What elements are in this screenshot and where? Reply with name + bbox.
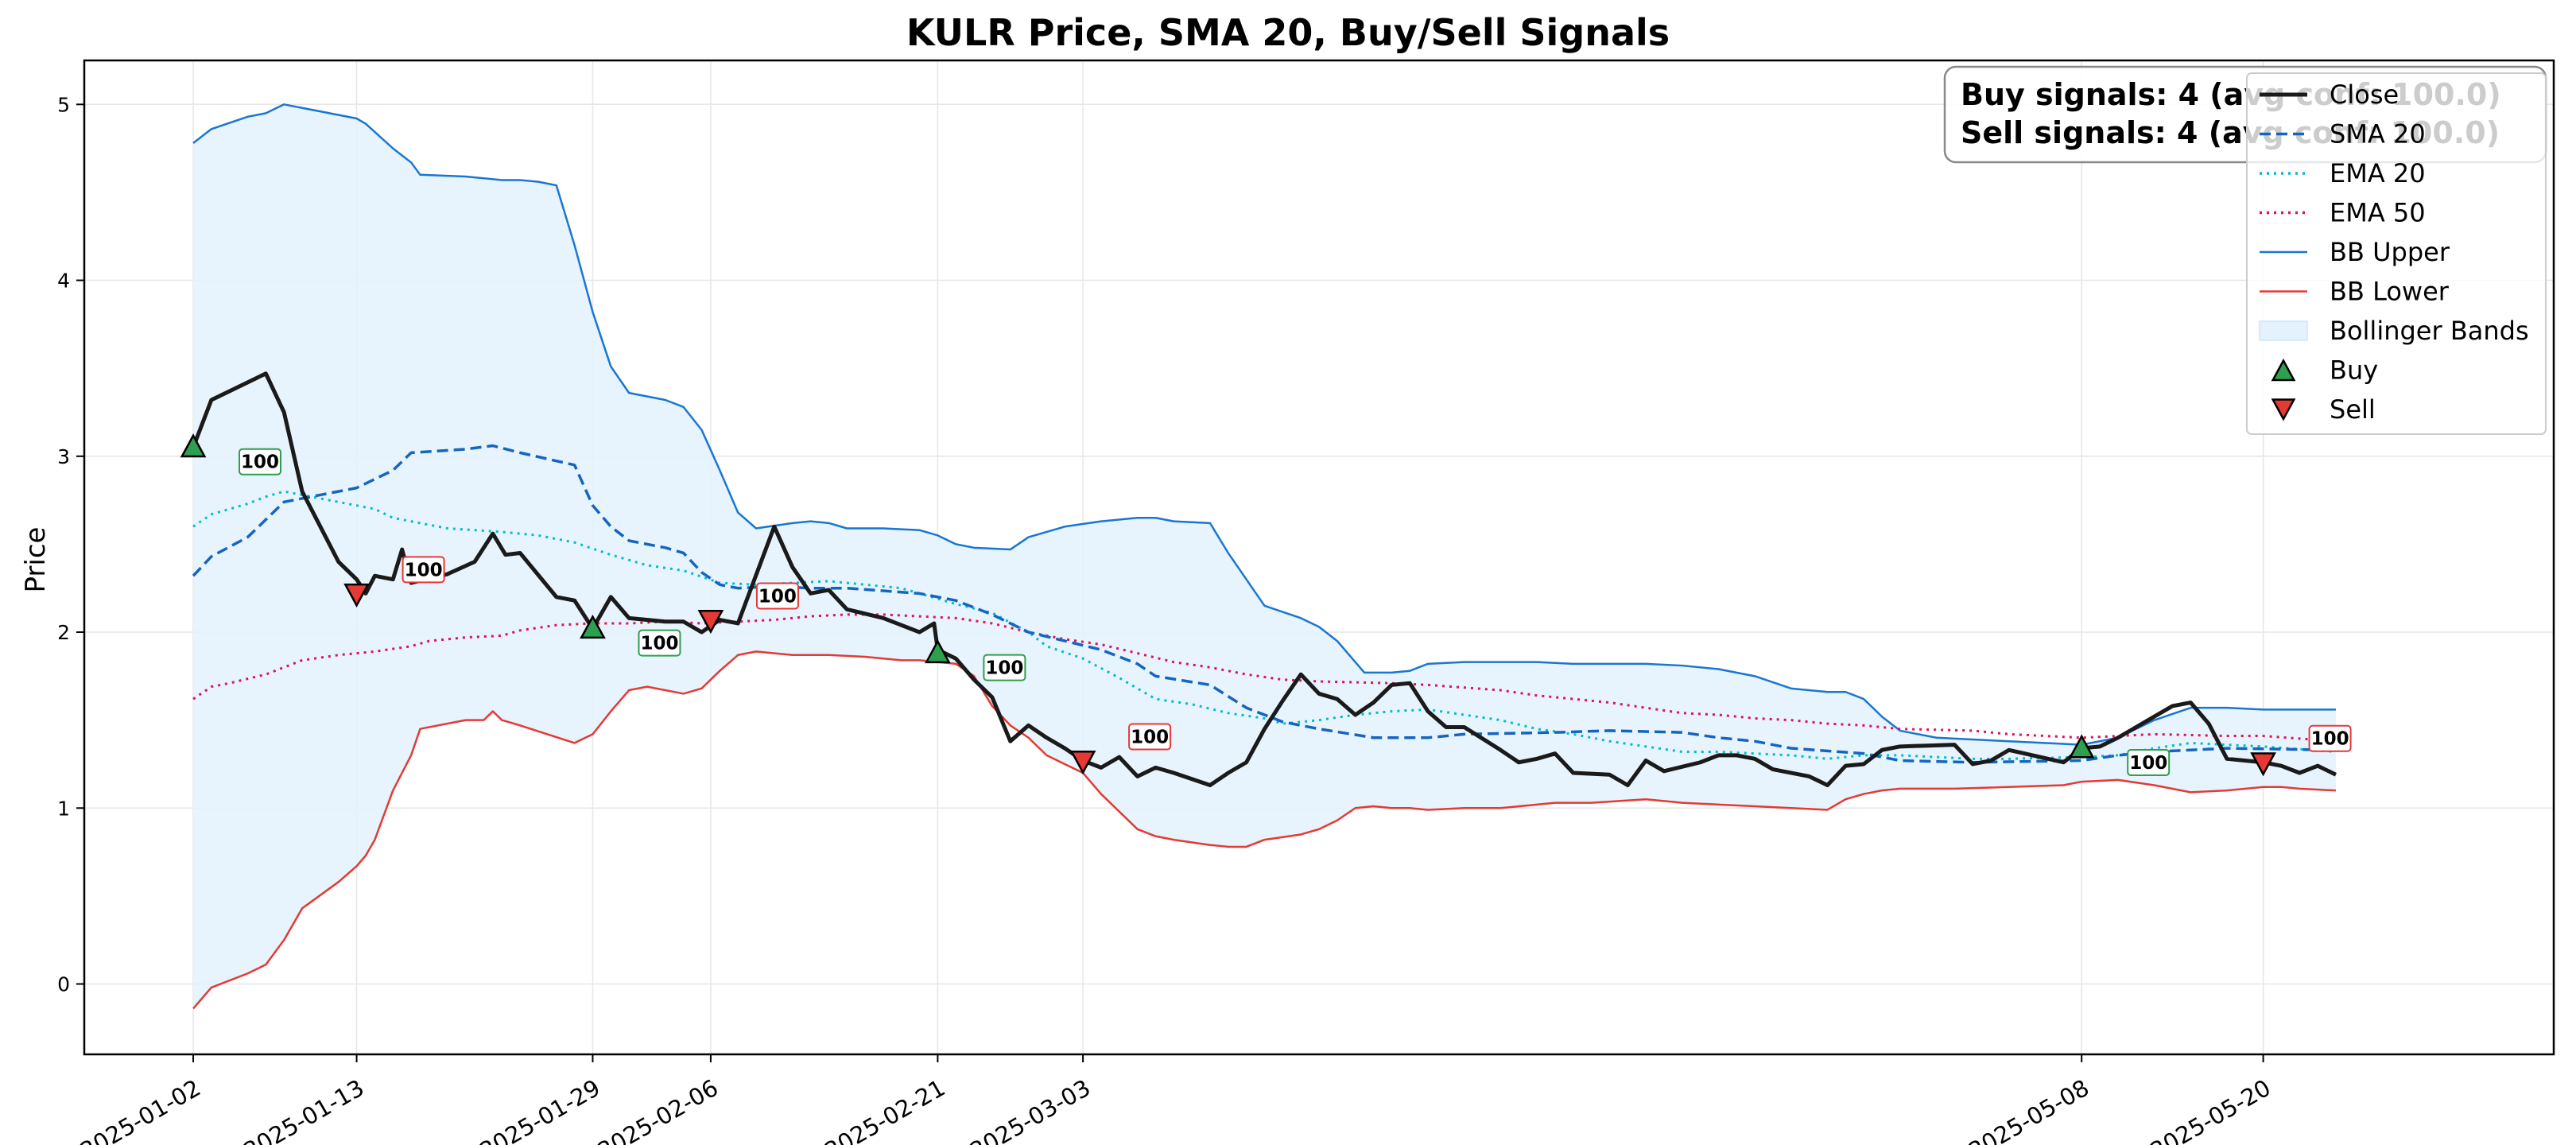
sell-marker [343,583,370,607]
legend: Close SMA 20 EMA 20 EMA 50 BB Upper BB Lower B… [2246,72,2547,435]
sell-confidence-label: 100 [2308,724,2352,752]
bollinger-bands [193,104,2336,1009]
legend-label: EMA 50 [2330,198,2426,228]
legend-item-ema-20: EMA 20 [2260,158,2426,188]
legend-item-bb-upper: BB Upper [2260,237,2450,267]
buy-confidence-label: 100 [983,654,1026,681]
buy-marker [580,614,606,639]
x-tick-label: 2025-01-02 [76,1074,205,1145]
plot-frame [83,59,2555,1056]
svg-text:100: 100 [758,587,797,607]
legend-label: BB Upper [2330,237,2450,267]
y-tick-label: 2 [57,621,70,644]
chart-title: KULR Price, SMA 20, Buy/Sell Signals [906,11,1670,54]
series-line-sma-20 [192,444,2336,764]
legend-label: BB Lower [2330,277,2450,307]
series-line-ema-50 [192,613,2337,743]
legend-item-sma-20: SMA 20 [2260,119,2426,149]
buy-confidence-label: 100 [2127,749,2171,777]
svg-text:100: 100 [241,452,279,473]
x-tick-label: 2025-02-06 [593,1074,723,1145]
legend-label: EMA 20 [2330,158,2426,188]
buy-marker [2068,734,2095,759]
y-tick-label: 0 [57,973,70,996]
sell-confidence-label: 100 [402,556,445,584]
legend-item-ema-50: EMA 50 [2260,198,2426,228]
x-tick-label: 2025-02-21 [821,1074,950,1145]
x-tick-label: 2025-05-20 [2146,1074,2275,1145]
buy-confidence-label: 100 [638,629,681,657]
svg-text:100: 100 [2129,753,2167,774]
signals: 100 100 100 100 100 100 100 100 [180,433,2352,777]
legend-label: Sell [2330,394,2376,425]
y-tick-label: 5 [57,93,70,116]
legend-item-bollinger-bands: Bollinger Bands [2259,316,2529,346]
series-lines [191,103,2337,1010]
buy-confidence-label: 100 [239,448,282,475]
x-tick-label: 2025-05-08 [1964,1074,2093,1145]
y-axis-label: Price [20,527,52,593]
sell-marker [1069,751,1096,775]
x-tick-label: 2025-03-03 [965,1074,1095,1145]
legend-item-close: Close [2260,80,2399,110]
series-line-bb-lower [192,650,2337,1010]
legend-label: Close [2330,80,2399,110]
buy-marker [925,638,951,664]
bollinger-band-fill [193,104,2336,1009]
svg-text:100: 100 [1131,728,1169,748]
legend-box [2246,72,2547,435]
x-tick-label: 2025-01-13 [239,1074,369,1145]
sell-confidence-label: 100 [755,582,799,610]
legend-item-sell: Sell [2271,394,2376,425]
legend-label: SMA 20 [2330,119,2426,149]
y-tick-label: 4 [57,270,70,293]
svg-text:100: 100 [405,560,443,580]
legend-label: Bollinger Bands [2330,316,2529,346]
x-tick-label: 2025-01-29 [475,1074,605,1145]
legend-item-buy: Buy [2271,355,2378,386]
series-line-close [191,371,2337,788]
buy-marker [180,433,207,458]
legend-label: Buy [2330,355,2378,386]
legend-item-bb-lower: BB Lower [2260,277,2450,307]
svg-text:100: 100 [640,634,678,654]
series-line-bb-upper [192,103,2336,746]
svg-text:100: 100 [2311,729,2349,750]
sell-marker [697,610,724,635]
svg-text:100: 100 [985,658,1023,679]
sell-confidence-label: 100 [1128,723,1172,751]
sell-marker [2250,752,2276,777]
y-tick-label: 1 [57,797,70,820]
y-tick-label: 3 [57,445,70,468]
